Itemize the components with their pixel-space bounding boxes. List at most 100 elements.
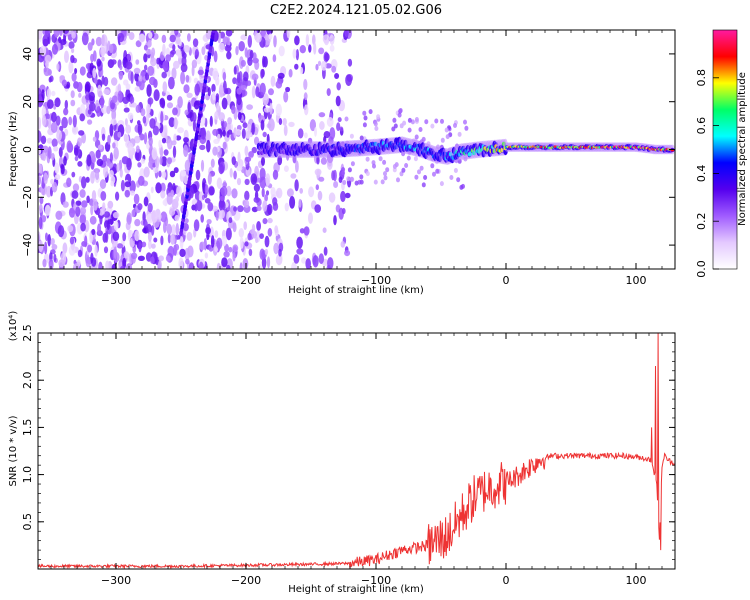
- spectrogram-noise-cell: [434, 118, 439, 124]
- spectrogram-noise-cell: [347, 58, 353, 67]
- spectrogram-noise-cell: [335, 95, 341, 107]
- spectrogram-noise-cell: [154, 155, 160, 169]
- spectrogram-noise-cell: [244, 190, 250, 201]
- spectrogram-noise-cell: [238, 228, 244, 238]
- spectrogram-noise-cell: [313, 42, 317, 55]
- spectrogram-noise-cell: [225, 30, 233, 37]
- spectrogram-noise-cell: [71, 47, 75, 54]
- spectrogram-noise-cell: [103, 246, 109, 254]
- spectrogram-noise-cell: [184, 218, 189, 224]
- spectrogram-noise-cell: [116, 163, 120, 173]
- spectrogram-noise-cell: [283, 91, 289, 103]
- spectrogram-noise-cell: [218, 199, 226, 212]
- spectrogram-noise-cell: [407, 127, 412, 133]
- spectrogram-noise-cell: [58, 147, 63, 158]
- spectrogram-noise-cell: [44, 54, 52, 63]
- spectrogram-noise-cell: [106, 105, 111, 115]
- spectrogram-noise-cell: [178, 257, 184, 269]
- spectrogram-noise-cell: [236, 95, 242, 106]
- spectrogram-noise-cell: [273, 35, 277, 48]
- spectrogram-noise-cell: [68, 116, 73, 126]
- spectrogram-noise-cell: [204, 252, 209, 259]
- spectrogram-noise-cell: [200, 214, 204, 223]
- spectrogram-noise-cell: [66, 177, 72, 188]
- spectrogram-noise-cell: [244, 241, 249, 247]
- spectrogram-noise-cell: [218, 112, 225, 122]
- spectrogram-noise-cell: [322, 34, 330, 44]
- spectrogram-noise-cell: [233, 206, 238, 212]
- spectrogram-noise-cell: [393, 123, 398, 129]
- spectrogram-noise-cell: [253, 196, 260, 203]
- spectrogram-noise-cell: [185, 74, 190, 83]
- spectrogram-noise-cell: [160, 235, 164, 246]
- spectrogram-noise-cell: [378, 156, 383, 162]
- spectrogram-noise-cell: [235, 45, 239, 56]
- spectrogram-noise-cell: [261, 156, 265, 166]
- spectrogram-noise-cell: [143, 219, 148, 227]
- spectrogram-noise-cell: [135, 40, 142, 48]
- spectrogram-noise-cell: [201, 46, 206, 56]
- spectrogram-noise-cell: [58, 259, 65, 268]
- spectrogram-noise-cell: [47, 146, 52, 160]
- spectrogram-noise-cell: [336, 82, 341, 91]
- spectrogram-noise-cell: [66, 81, 71, 89]
- spectrogram-noise-cell: [183, 144, 189, 157]
- spectrogram-noise-cell: [42, 258, 47, 268]
- spectrogram-noise-cell: [162, 199, 168, 206]
- spectrogram-noise-cell: [232, 77, 237, 85]
- spectrogram-noise-cell: [112, 211, 120, 219]
- spectrogram-noise-cell: [57, 225, 65, 238]
- spectrogram-noise-cell: [119, 168, 123, 178]
- spectrogram-noise-cell: [94, 76, 98, 85]
- spectrogram-noise-cell: [236, 87, 242, 95]
- spectrogram-noise-cell: [193, 219, 200, 232]
- spectrogram-noise-cell: [220, 209, 225, 219]
- spectrogram-noise-cell: [143, 196, 149, 207]
- spectrogram-noise-cell: [71, 190, 79, 199]
- spectrogram-noise-cell: [56, 63, 60, 71]
- spectrogram-noise-cell: [173, 117, 178, 130]
- spectrogram-noise-cell: [170, 189, 175, 198]
- spectrogram-noise-cell: [51, 181, 58, 193]
- spectrogram-noise-cell: [341, 170, 346, 176]
- spectrogram-noise-cell: [260, 119, 265, 131]
- spectrogram-noise-cell: [295, 49, 299, 61]
- snr-y-label: SNR (10 * v/v): [8, 415, 19, 486]
- spectrogram-noise-cell: [262, 55, 266, 68]
- spectrogram-noise-cell: [72, 114, 77, 128]
- spectrogram-noise-cell: [205, 130, 211, 143]
- spectrogram-noise-cell: [256, 221, 261, 231]
- spectrogram-noise-cell: [275, 103, 282, 117]
- spectrogram-noise-cell: [340, 190, 346, 203]
- x-tick-label: 100: [626, 274, 647, 287]
- spectrogram-noise-cell: [162, 43, 166, 56]
- spectrogram-noise-cell: [174, 214, 180, 222]
- spectrogram-noise-cell: [74, 147, 79, 156]
- spectrogram-noise-cell: [292, 48, 297, 59]
- spectrogram-noise-cell: [430, 163, 435, 169]
- spectrogram-noise-cell: [312, 255, 319, 268]
- spectrogram-noise-cell: [286, 30, 291, 39]
- spectrogram-noise-cell: [62, 242, 68, 254]
- spectrogram-noise-cell: [331, 170, 335, 181]
- spectrogram-noise-cell: [218, 42, 225, 53]
- figure-title: C2E2.2024.121.05.02.G06: [270, 3, 442, 18]
- spectrogram-noise-cell: [145, 48, 152, 55]
- spectrogram-noise-cell: [346, 176, 351, 182]
- x-tick-label: −300: [101, 574, 131, 587]
- spectrogram-noise-cell: [272, 169, 279, 180]
- spectrogram-noise-cell: [138, 241, 142, 253]
- spectrogram-noise-cell: [289, 196, 296, 209]
- spectrogram-noise-cell: [440, 118, 444, 124]
- spectrogram-noise-cell: [64, 99, 69, 110]
- spectrogram-noise-cell: [90, 53, 95, 63]
- spectrogram-noise-cell: [283, 124, 288, 137]
- spectrogram-noise-cell: [237, 112, 242, 121]
- x-tick-label: 0: [503, 574, 510, 587]
- spectrogram-noise-cell: [309, 119, 316, 132]
- spectrogram-noise-cell: [247, 57, 253, 66]
- spectrogram-noise-cell: [464, 125, 469, 131]
- spectrogram-noise-cell: [284, 202, 289, 212]
- spectrogram-noise-cell: [89, 232, 93, 244]
- spectrogram-noise-cell: [237, 205, 244, 213]
